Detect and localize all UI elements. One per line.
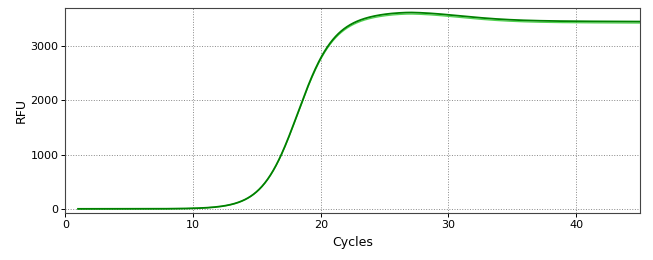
Y-axis label: RFU: RFU (14, 98, 27, 123)
X-axis label: Cycles: Cycles (332, 236, 373, 249)
